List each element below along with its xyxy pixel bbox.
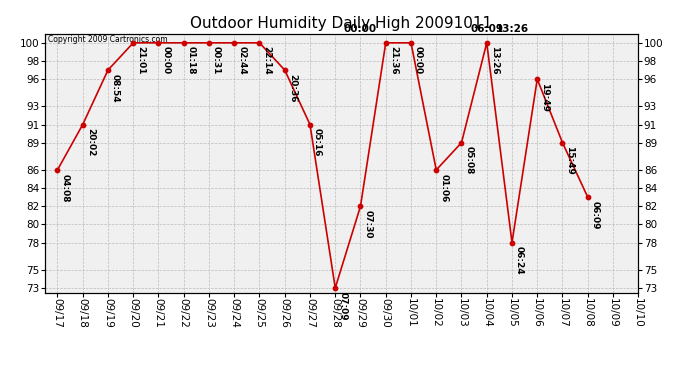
Point [102,67,113,73]
Point [178,40,189,46]
Text: 01:18: 01:18 [187,46,196,75]
Point [128,40,139,46]
Point [456,140,467,146]
Point [330,285,341,291]
Point [406,40,417,46]
Text: 02:44: 02:44 [237,46,246,75]
Point [481,40,492,46]
Text: 00:00: 00:00 [344,24,377,34]
Text: 00:00: 00:00 [161,46,170,75]
Point [52,167,63,173]
Text: Copyright 2009 Cartronics.com: Copyright 2009 Cartronics.com [48,35,168,44]
Point [228,40,239,46]
Text: 00:31: 00:31 [212,46,221,75]
Text: 20:36: 20:36 [288,74,297,102]
Text: 05:16: 05:16 [313,128,322,157]
Point [77,122,88,128]
Point [506,240,518,246]
Point [304,122,315,128]
Text: 07:30: 07:30 [364,210,373,238]
Text: 15:49: 15:49 [566,146,575,175]
Point [431,167,442,173]
Text: 06:09: 06:09 [471,24,503,34]
Point [254,40,265,46]
Text: 07:09: 07:09 [338,292,347,320]
Text: 06:24: 06:24 [515,246,524,275]
Point [355,203,366,209]
Text: 08:54: 08:54 [111,74,120,102]
Point [153,40,164,46]
Text: 04:08: 04:08 [61,174,70,202]
Text: 13:26: 13:26 [495,24,529,34]
Text: 21:36: 21:36 [388,46,397,75]
Point [557,140,568,146]
Point [279,67,290,73]
Text: 00:00: 00:00 [414,46,423,75]
Text: 20:02: 20:02 [86,128,95,156]
Text: 21:01: 21:01 [136,46,146,75]
Text: 01:06: 01:06 [440,174,449,202]
Text: 05:08: 05:08 [464,146,473,175]
Point [380,40,391,46]
Text: 19:49: 19:49 [540,83,549,112]
Text: 13:26: 13:26 [490,46,499,75]
Point [532,76,543,82]
Title: Outdoor Humidity Daily High 20091011: Outdoor Humidity Daily High 20091011 [190,16,493,31]
Text: 06:09: 06:09 [591,201,600,229]
Point [204,40,215,46]
Point [582,194,593,200]
Text: 22:14: 22:14 [262,46,271,75]
